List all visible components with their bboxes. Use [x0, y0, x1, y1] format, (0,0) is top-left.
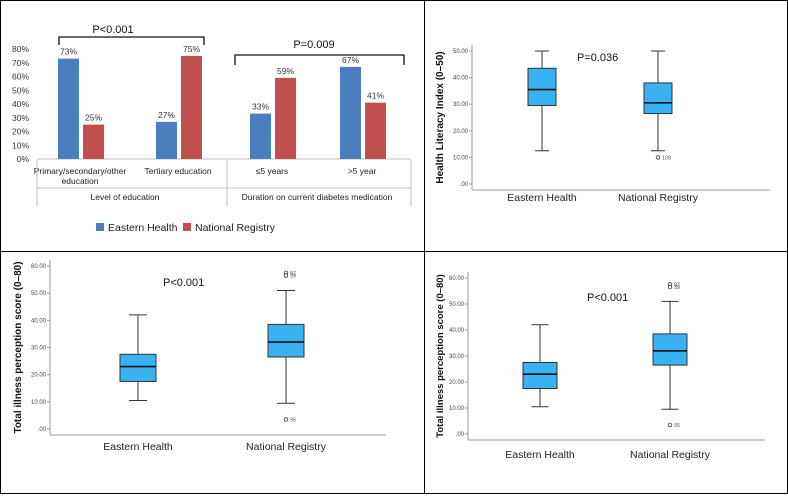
bar-national: [181, 55, 202, 159]
y-tick-label: 60.00: [449, 276, 465, 282]
bar-value-label: 73%: [60, 47, 77, 57]
bar-value-label: 59%: [277, 66, 294, 76]
panel-health-literacy: .00 10.00 20.00 30.00 40.00 50.00 Health Liter…: [424, 0, 788, 252]
legend-label: Eastern Health: [108, 222, 178, 234]
legend-label: National Registry: [195, 222, 276, 234]
y-tick-label: 20%: [12, 127, 29, 137]
y-axis-title: Total illness perception score (0–80): [435, 274, 446, 438]
category-label: Eastern Health: [103, 441, 173, 453]
outlier-label: 95: [674, 423, 680, 429]
y-tick-label: 20.00: [31, 373, 47, 379]
bar-value-label: 67%: [342, 55, 359, 65]
category-label: National Registry: [618, 192, 699, 204]
y-tick-label: 40.00: [449, 328, 465, 334]
y-tick-label: 60%: [12, 72, 29, 82]
iqr-box: [652, 333, 688, 366]
outlier-point: [655, 155, 661, 160]
y-tick-label: 30.00: [453, 102, 469, 108]
p-value-label: P=0.009: [293, 39, 334, 51]
y-tick-label: .00: [38, 427, 47, 433]
bar-eastern: [340, 66, 361, 159]
y-tick-label: 10%: [12, 140, 29, 150]
bar-national: [275, 77, 296, 159]
outlier-point: [283, 417, 289, 422]
y-tick-label: 30.00: [449, 354, 465, 360]
category-label: National Registry: [246, 441, 327, 453]
y-tick-label: 20.00: [449, 380, 465, 386]
y-tick-label: 10.00: [453, 155, 469, 161]
y-tick-label: 40%: [12, 99, 29, 109]
bar-eastern: [250, 113, 271, 159]
significance-bracket: [58, 36, 205, 45]
bar-value-label: 25%: [85, 113, 102, 123]
y-tick-label: 70%: [12, 58, 29, 68]
panel-illness-left: .00 10.00 20.00 30.00 40.00 50.00 60.00 Total i…: [0, 251, 425, 494]
category-label: education: [62, 176, 99, 186]
p-value-label: P<0.001: [587, 292, 628, 304]
bar-eastern: [156, 121, 177, 159]
category-label: ≤5 years: [256, 166, 289, 176]
outlier-label: 39: [290, 274, 296, 280]
category-label: Primary/secondary/other: [34, 166, 127, 176]
y-tick-label: 50.00: [453, 49, 469, 55]
y-tick-label: 50%: [12, 85, 29, 95]
iqr-box: [267, 323, 305, 358]
bar-value-label: 75%: [183, 44, 200, 54]
iqr-box: [527, 67, 557, 107]
outlier-label: 39: [674, 285, 680, 291]
category-label: National Registry: [630, 449, 711, 461]
y-axis-title: Health Literacy Index (0–50): [435, 51, 446, 183]
y-tick-label: 60.00: [31, 264, 47, 270]
category-label: Eastern Health: [505, 449, 575, 461]
outlier-label: 87: [290, 271, 296, 277]
p-value-label: P=0.036: [577, 52, 618, 64]
y-tick-label: 20.00: [453, 129, 469, 135]
y-tick-label: 30.00: [31, 346, 47, 352]
outlier-point: [283, 273, 289, 278]
y-tick-label: 10.00: [31, 400, 47, 406]
y-tick-label: 10.00: [449, 406, 465, 412]
bar-value-label: 41%: [367, 91, 384, 101]
y-tick-label: 50.00: [31, 291, 47, 297]
outlier-point: [667, 284, 673, 290]
y-tick-label: 80%: [12, 44, 29, 54]
y-tick-label: .00: [456, 432, 465, 438]
y-tick-label: 50.00: [449, 302, 465, 308]
outlier-point: [667, 422, 673, 428]
y-tick-label: 40.00: [453, 76, 469, 82]
group-label: Level of education: [91, 192, 160, 202]
panel-bar-chart: 0% 10% 20% 30% 40% 50% 60% 70% 80% 73% 27% 33% 67% 25…: [0, 0, 425, 252]
category-label: >5 year: [348, 166, 377, 176]
iqr-box: [522, 362, 558, 389]
bar-national: [365, 102, 386, 159]
y-tick-label: .00: [460, 182, 469, 188]
iqr-box: [119, 353, 157, 382]
p-value-label: P<0.001: [163, 277, 204, 289]
category-label: Tertiary education: [144, 166, 211, 176]
y-tick-label: 0%: [17, 154, 30, 164]
panel-illness-right: .00 10.00 20.00 30.00 40.00 50.00 60.00 Total i…: [424, 251, 788, 494]
y-tick-label: 30%: [12, 113, 29, 123]
outlier-label: 87: [674, 283, 680, 289]
y-tick-label: 40.00: [31, 318, 47, 324]
significance-bracket: [234, 54, 405, 65]
legend-swatch-national: [183, 223, 191, 231]
bar-national: [83, 124, 104, 159]
outlier-label: 108: [662, 155, 671, 161]
p-value-label: P<0.001: [92, 24, 133, 36]
category-label: Eastern Health: [507, 192, 577, 204]
iqr-box: [643, 82, 673, 115]
bar-value-label: 33%: [252, 102, 269, 112]
y-axis-title: Total illness perception score (0–80): [13, 261, 24, 433]
bar-eastern: [58, 58, 79, 159]
legend-swatch-eastern: [96, 223, 104, 231]
outlier-label: 95: [290, 417, 296, 423]
illness-left-svg: .00 10.00 20.00 30.00 40.00 50.00 60.00 Total i…: [13, 260, 386, 453]
health-literacy-svg: .00 10.00 20.00 30.00 40.00 50.00 Health Liter…: [435, 45, 770, 204]
group-label: Duration on current diabetes medication: [242, 192, 393, 202]
bar-value-label: 27%: [158, 110, 175, 120]
bar-chart-svg: 0% 10% 20% 30% 40% 50% 60% 70% 80% 73% 27% 33% 67% 25…: [12, 24, 412, 234]
